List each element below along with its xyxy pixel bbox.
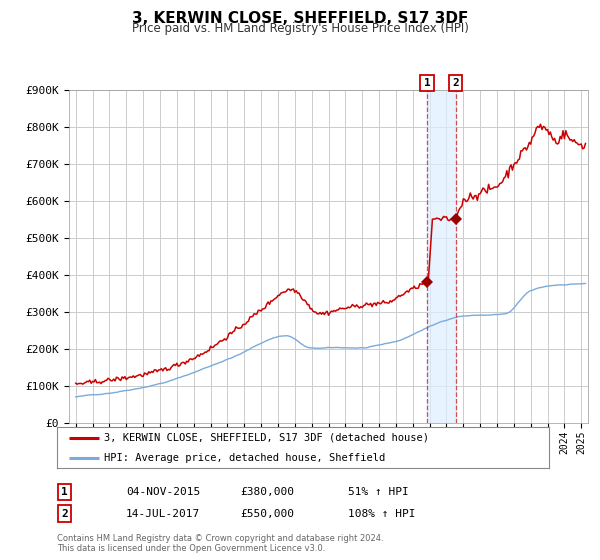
Text: Price paid vs. HM Land Registry's House Price Index (HPI): Price paid vs. HM Land Registry's House …: [131, 22, 469, 35]
Text: 3, KERWIN CLOSE, SHEFFIELD, S17 3DF (detached house): 3, KERWIN CLOSE, SHEFFIELD, S17 3DF (det…: [104, 433, 429, 443]
Text: 14-JUL-2017: 14-JUL-2017: [126, 508, 200, 519]
Text: 108% ↑ HPI: 108% ↑ HPI: [348, 508, 415, 519]
Text: 3, KERWIN CLOSE, SHEFFIELD, S17 3DF: 3, KERWIN CLOSE, SHEFFIELD, S17 3DF: [132, 11, 468, 26]
Text: 2: 2: [452, 78, 459, 88]
Text: 1: 1: [424, 78, 430, 88]
Text: 1: 1: [61, 487, 68, 497]
Text: HPI: Average price, detached house, Sheffield: HPI: Average price, detached house, Shef…: [104, 453, 385, 463]
Text: £550,000: £550,000: [240, 508, 294, 519]
Text: £380,000: £380,000: [240, 487, 294, 497]
Text: 2: 2: [61, 508, 68, 519]
Text: 51% ↑ HPI: 51% ↑ HPI: [348, 487, 409, 497]
Text: Contains HM Land Registry data © Crown copyright and database right 2024.
This d: Contains HM Land Registry data © Crown c…: [57, 534, 383, 553]
Text: 04-NOV-2015: 04-NOV-2015: [126, 487, 200, 497]
Bar: [427, 90, 455, 423]
